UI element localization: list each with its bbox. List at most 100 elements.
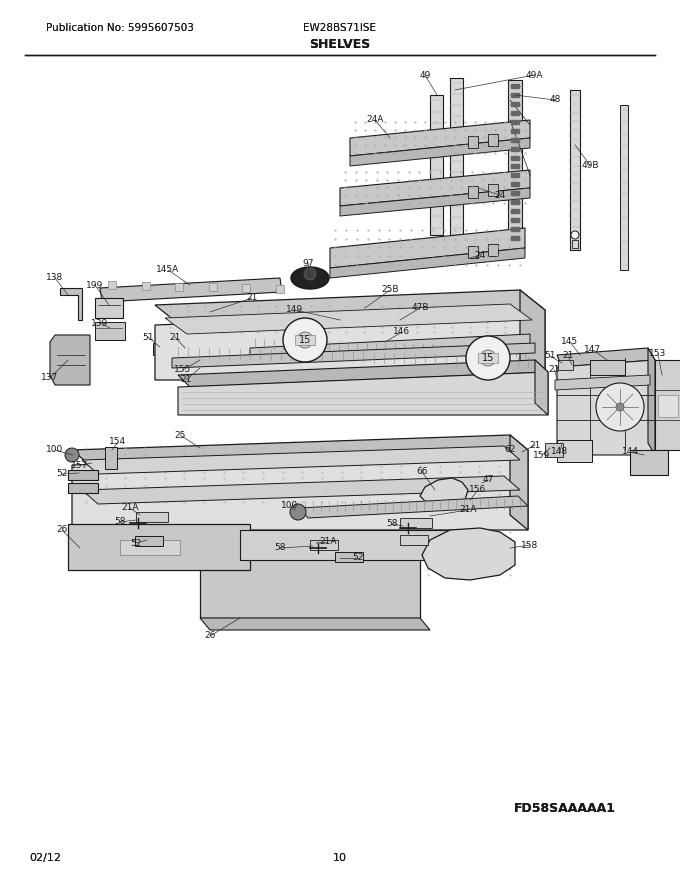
Polygon shape xyxy=(350,120,530,156)
Bar xyxy=(95,298,123,318)
Circle shape xyxy=(297,332,313,348)
Polygon shape xyxy=(165,304,532,334)
Bar xyxy=(590,360,625,375)
Text: 153: 153 xyxy=(649,349,666,358)
Text: 62: 62 xyxy=(505,445,515,454)
Polygon shape xyxy=(330,248,525,278)
Polygon shape xyxy=(350,138,530,166)
Text: 148: 148 xyxy=(551,448,568,457)
Text: 145: 145 xyxy=(562,338,579,347)
Polygon shape xyxy=(488,184,498,196)
Bar xyxy=(108,282,116,290)
Bar xyxy=(558,360,573,370)
Polygon shape xyxy=(200,618,430,630)
Text: 51: 51 xyxy=(544,351,556,361)
Polygon shape xyxy=(422,528,515,580)
Bar xyxy=(209,283,217,291)
Polygon shape xyxy=(450,78,463,235)
Text: 58: 58 xyxy=(274,544,286,553)
Text: 02/12: 02/12 xyxy=(29,853,61,863)
Text: 10: 10 xyxy=(333,853,347,863)
Circle shape xyxy=(290,504,306,520)
Text: 26: 26 xyxy=(56,525,68,534)
Text: 52: 52 xyxy=(352,554,364,562)
Polygon shape xyxy=(570,90,580,250)
Text: 156: 156 xyxy=(469,486,487,495)
Text: 21A: 21A xyxy=(319,538,337,546)
Text: 49: 49 xyxy=(420,70,430,79)
Text: SHELVES: SHELVES xyxy=(309,39,371,52)
Bar xyxy=(276,285,284,293)
Text: 25B: 25B xyxy=(381,285,398,295)
Text: 100: 100 xyxy=(282,502,299,510)
Polygon shape xyxy=(468,246,478,258)
Bar xyxy=(545,443,563,457)
Polygon shape xyxy=(250,334,530,358)
Bar xyxy=(135,536,163,546)
Polygon shape xyxy=(72,435,528,465)
Text: 138: 138 xyxy=(46,274,64,282)
Polygon shape xyxy=(430,95,443,235)
Circle shape xyxy=(480,350,496,366)
Bar xyxy=(105,447,117,469)
Bar xyxy=(557,440,592,462)
Polygon shape xyxy=(620,105,628,270)
Polygon shape xyxy=(508,80,522,245)
Polygon shape xyxy=(200,558,420,618)
Text: FD58SAAAAA1: FD58SAAAAA1 xyxy=(514,802,616,815)
Bar xyxy=(335,552,363,562)
Polygon shape xyxy=(557,348,655,367)
Polygon shape xyxy=(50,335,90,385)
Text: 58: 58 xyxy=(114,517,126,526)
Text: 49A: 49A xyxy=(525,70,543,79)
Text: 15: 15 xyxy=(299,335,311,345)
Bar xyxy=(175,282,183,290)
Bar xyxy=(400,518,432,528)
Polygon shape xyxy=(648,348,655,455)
Text: 47B: 47B xyxy=(411,304,429,312)
Text: 157: 157 xyxy=(71,460,88,470)
Text: 147: 147 xyxy=(584,346,602,355)
Polygon shape xyxy=(68,524,250,570)
Polygon shape xyxy=(155,310,545,380)
Text: EW28BS71ISE: EW28BS71ISE xyxy=(303,23,377,33)
Text: 139: 139 xyxy=(91,319,109,327)
Circle shape xyxy=(571,231,579,239)
Text: 154: 154 xyxy=(109,437,126,446)
Bar xyxy=(120,540,180,555)
Text: 21: 21 xyxy=(169,333,181,341)
Polygon shape xyxy=(468,136,478,148)
Circle shape xyxy=(596,383,644,431)
Text: 52: 52 xyxy=(56,470,68,479)
Bar xyxy=(295,335,315,345)
Text: Publication No: 5995607503: Publication No: 5995607503 xyxy=(46,23,194,33)
Polygon shape xyxy=(557,360,655,455)
Circle shape xyxy=(466,336,510,380)
Circle shape xyxy=(283,318,327,362)
Polygon shape xyxy=(178,372,548,415)
Text: 26: 26 xyxy=(204,632,216,641)
Text: 145A: 145A xyxy=(156,266,180,275)
Text: 49B: 49B xyxy=(581,160,599,170)
Ellipse shape xyxy=(291,267,329,289)
Text: 21: 21 xyxy=(548,365,560,375)
Bar xyxy=(630,450,668,475)
Text: 149: 149 xyxy=(286,305,303,314)
Polygon shape xyxy=(510,435,528,530)
Polygon shape xyxy=(60,288,82,320)
Text: 21: 21 xyxy=(562,351,574,361)
Text: 51: 51 xyxy=(142,333,154,341)
Bar xyxy=(400,535,428,545)
Circle shape xyxy=(616,403,624,411)
Text: 58: 58 xyxy=(386,519,398,529)
Text: 144: 144 xyxy=(622,448,639,457)
Polygon shape xyxy=(535,360,548,415)
Polygon shape xyxy=(420,478,468,508)
Bar xyxy=(242,284,250,292)
Text: 158: 158 xyxy=(522,540,539,549)
Text: 66: 66 xyxy=(416,467,428,476)
Text: 24A: 24A xyxy=(367,115,384,124)
Polygon shape xyxy=(488,244,498,256)
Text: 24: 24 xyxy=(494,190,506,200)
Text: 159: 159 xyxy=(533,451,551,459)
